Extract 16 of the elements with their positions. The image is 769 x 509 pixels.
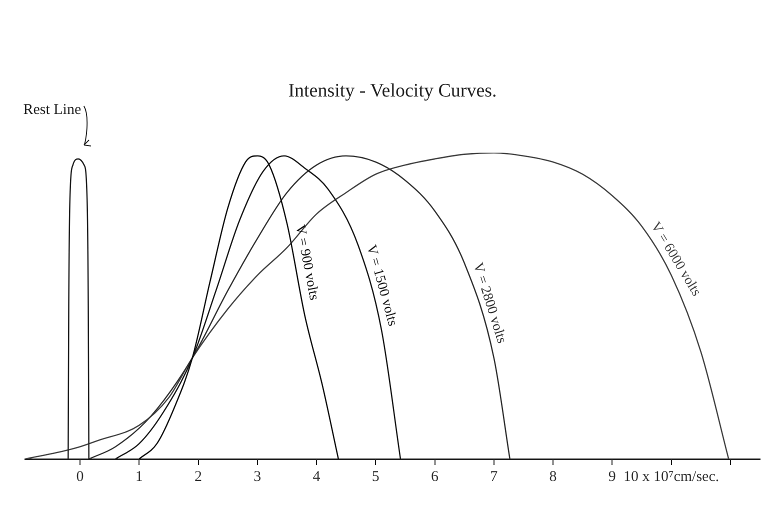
x-tick-label: 2	[194, 468, 202, 485]
chart-title: Intensity - Velocity Curves.	[288, 80, 497, 102]
x-tick-label: 10 x 10⁷cm/sec.	[623, 468, 720, 485]
x-tick-label: 3	[254, 468, 262, 485]
x-tick-label: 9	[608, 468, 616, 485]
x-tick-label: 5	[372, 468, 380, 485]
x-tick-label: 0	[76, 468, 84, 485]
text: V = 900 volts	[292, 223, 322, 302]
text: V = 2800 volts	[470, 261, 509, 346]
x-tick-label: 4	[312, 468, 321, 485]
x-tick-label: 7	[490, 468, 498, 485]
text: Rest Line	[23, 102, 82, 118]
x-tick-label: 1	[135, 468, 143, 485]
x-tick-label: 6	[431, 468, 440, 485]
text: V = 1500 volts	[363, 243, 400, 328]
x-tick-label: 8	[549, 468, 557, 485]
